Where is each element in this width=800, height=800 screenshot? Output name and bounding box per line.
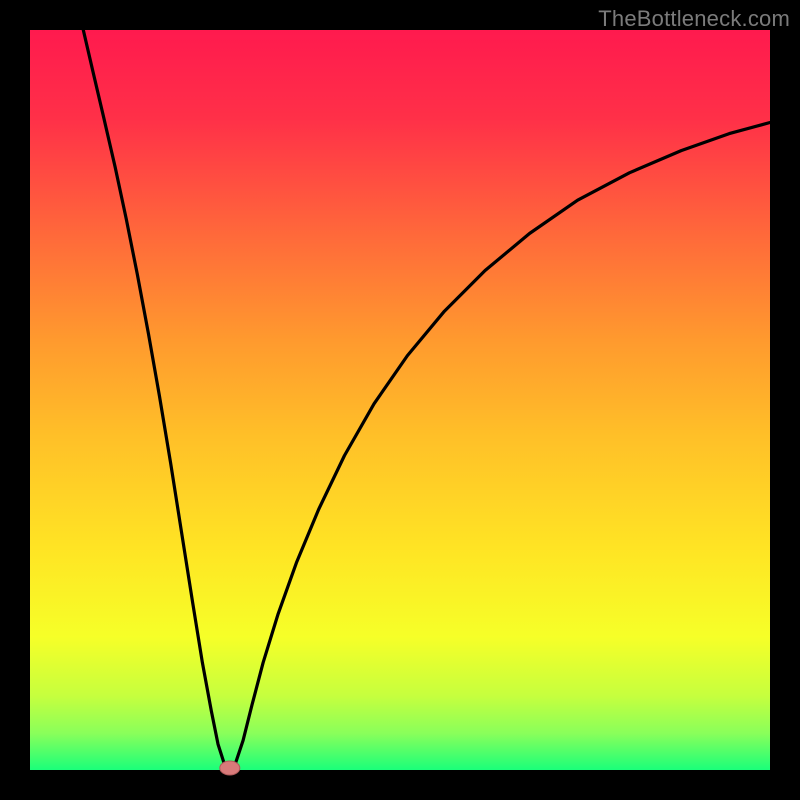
chart-min-marker	[220, 761, 240, 775]
chart-container: TheBottleneck.com	[0, 0, 800, 800]
bottleneck-chart	[0, 0, 800, 800]
chart-plot-background	[30, 30, 770, 770]
watermark-text: TheBottleneck.com	[598, 6, 790, 32]
